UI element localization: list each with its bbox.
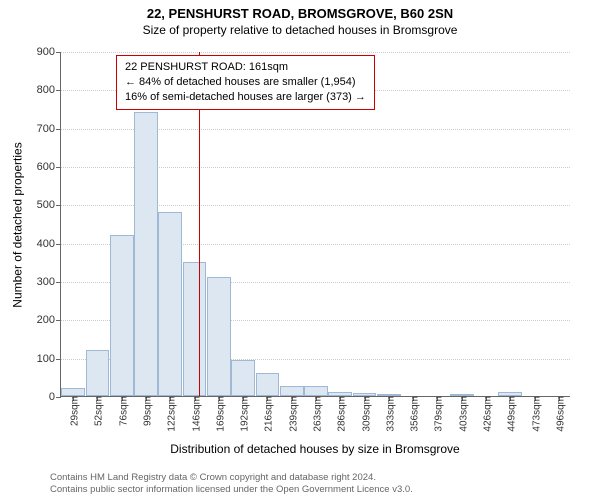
xtick-label: 379sqm	[430, 396, 445, 432]
histogram-bar	[86, 350, 110, 396]
footer-line1: Contains HM Land Registry data © Crown c…	[50, 472, 590, 484]
xtick-label: 333sqm	[381, 396, 396, 432]
histogram-bar	[134, 112, 158, 396]
ytick-label: 600	[37, 161, 61, 173]
histogram-bar	[304, 386, 328, 396]
ytick-label: 300	[37, 276, 61, 288]
xtick-label: 403sqm	[454, 396, 469, 432]
annotation-line1: 22 PENSHURST ROAD: 161sqm	[125, 60, 366, 75]
xtick-label: 169sqm	[211, 396, 226, 432]
ytick-label: 800	[37, 84, 61, 96]
chart-container: 22, PENSHURST ROAD, BROMSGROVE, B60 2SN …	[0, 0, 600, 500]
y-axis-label-text: Number of detached properties	[11, 142, 25, 307]
ytick-label: 0	[49, 391, 61, 403]
histogram-bar	[256, 373, 280, 396]
xtick-label: 356sqm	[406, 396, 421, 432]
chart-subtitle: Size of property relative to detached ho…	[0, 21, 600, 37]
annotation-line2: ← 84% of detached houses are smaller (1,…	[125, 75, 366, 90]
footer-line2: Contains public sector information licen…	[50, 484, 590, 496]
xtick-label: 99sqm	[139, 396, 154, 426]
histogram-bar	[280, 386, 304, 396]
plot: 010020030040050060070080090029sqm52sqm76…	[60, 52, 570, 397]
x-axis-label: Distribution of detached houses by size …	[60, 442, 570, 456]
xtick-label: 286sqm	[333, 396, 348, 432]
xtick-label: 122sqm	[163, 396, 178, 432]
xtick-label: 496sqm	[551, 396, 566, 432]
xtick-label: 426sqm	[479, 396, 494, 432]
ytick-label: 400	[37, 238, 61, 250]
y-axis-label: Number of detached properties	[10, 52, 26, 397]
histogram-bar	[110, 235, 134, 396]
annotation-box: 22 PENSHURST ROAD: 161sqm← 84% of detach…	[116, 55, 375, 110]
ytick-label: 900	[37, 46, 61, 58]
xtick-label: 216sqm	[260, 396, 275, 432]
histogram-bar	[183, 262, 207, 396]
xtick-label: 52sqm	[90, 396, 105, 426]
xtick-label: 239sqm	[284, 396, 299, 432]
histogram-bar	[158, 212, 182, 396]
ytick-label: 500	[37, 199, 61, 211]
histogram-bar	[61, 388, 85, 396]
plot-area: 010020030040050060070080090029sqm52sqm76…	[60, 52, 570, 397]
xtick-label: 192sqm	[236, 396, 251, 432]
histogram-bar	[231, 360, 255, 396]
xtick-label: 146sqm	[187, 396, 202, 432]
histogram-bar	[207, 277, 231, 396]
xtick-label: 29sqm	[66, 396, 81, 426]
xtick-label: 76sqm	[114, 396, 129, 426]
chart-title: 22, PENSHURST ROAD, BROMSGROVE, B60 2SN	[0, 0, 600, 21]
xtick-label: 263sqm	[309, 396, 324, 432]
xtick-label: 449sqm	[503, 396, 518, 432]
footer: Contains HM Land Registry data © Crown c…	[50, 472, 590, 496]
grid-line	[61, 52, 570, 53]
ytick-label: 700	[37, 123, 61, 135]
xtick-label: 473sqm	[527, 396, 542, 432]
annotation-line3: 16% of semi-detached houses are larger (…	[125, 90, 366, 105]
xtick-label: 309sqm	[357, 396, 372, 432]
ytick-label: 100	[37, 353, 61, 365]
ytick-label: 200	[37, 314, 61, 326]
